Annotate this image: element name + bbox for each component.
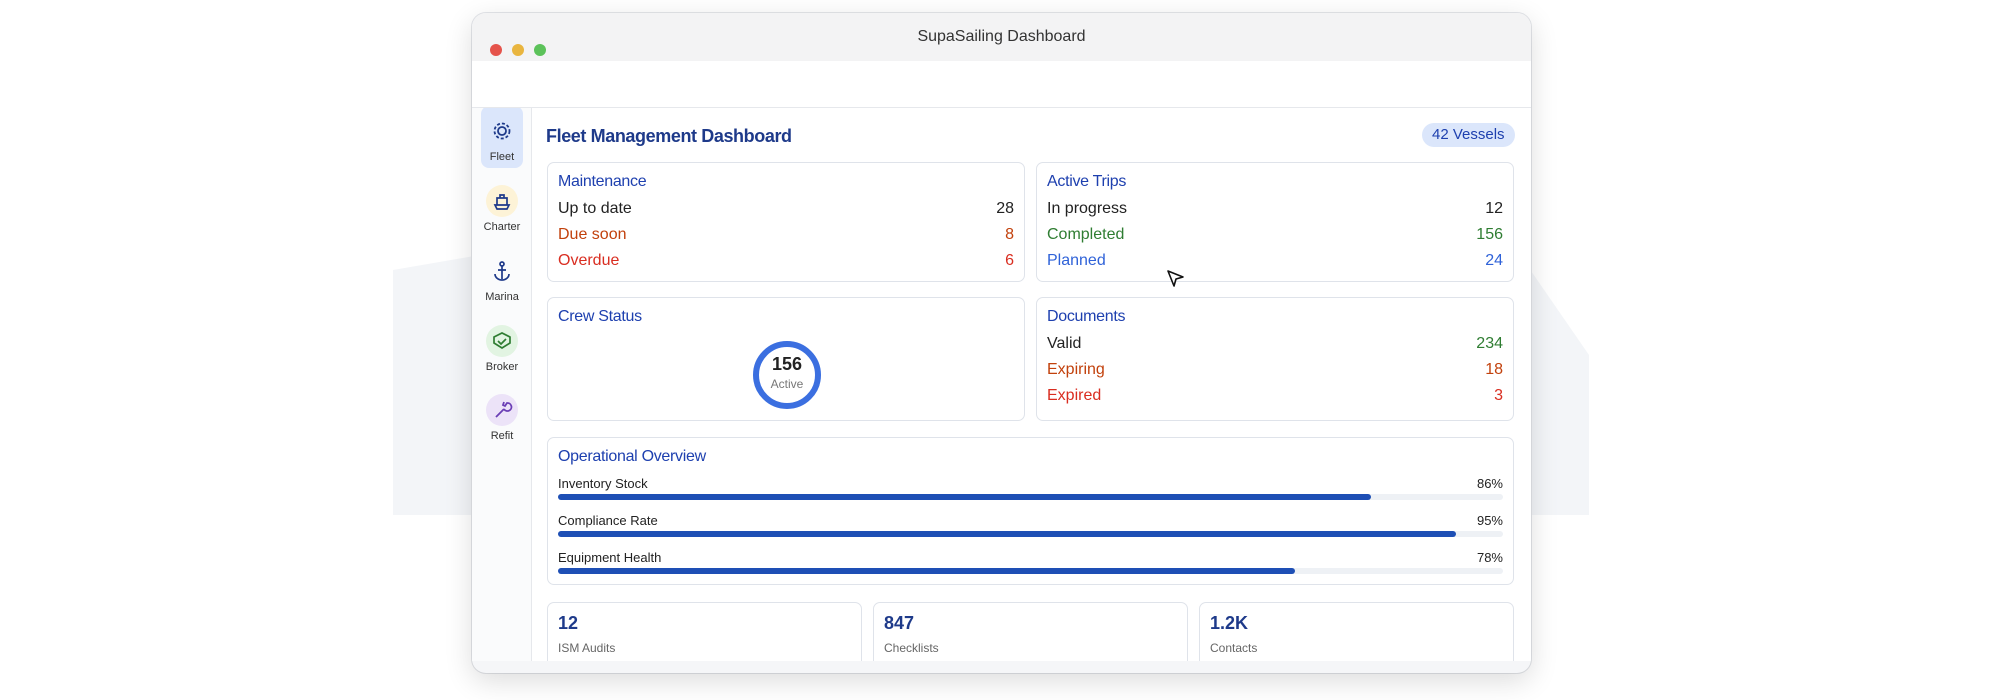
bar-track: [558, 568, 1503, 574]
close-button[interactable]: [490, 44, 502, 56]
stat-label: Contacts: [1210, 641, 1258, 655]
stat-row: Completed 156: [1047, 226, 1503, 248]
stat-row: Planned 24: [1047, 252, 1503, 274]
content: Fleet Charter Marina Broker Refit Fleet Mana…: [472, 108, 1531, 661]
stat-value: 12: [558, 613, 579, 633]
row-value: 28: [996, 200, 1014, 217]
stat-value: 1.2K: [1210, 613, 1249, 633]
minimize-button[interactable]: [512, 44, 524, 56]
nav-label: Refit: [490, 430, 514, 442]
row-label: Up to date: [558, 200, 632, 217]
stat-row: Up to date 28: [558, 200, 1014, 222]
bar-fill: [558, 568, 1296, 574]
stat-label: Checklists: [884, 641, 939, 655]
nav-icon: [486, 255, 518, 287]
crew-count: 156: [772, 354, 802, 374]
card-title: Active Trips: [1047, 173, 1127, 190]
crew-donut: 156 Active: [753, 341, 821, 409]
bar-track: [558, 531, 1503, 537]
stat-row: Expired 3: [1047, 387, 1503, 409]
bar-label: Inventory Stock: [558, 476, 648, 491]
stat-row: Overdue 6: [558, 252, 1014, 274]
stat-card: 12 ISM Audits: [547, 602, 862, 661]
row-label: Expired: [1047, 387, 1102, 404]
card-title: Documents: [1047, 308, 1126, 325]
maintenance-card: Maintenance Up to date 28 Due soon 8 Overdue 6: [547, 162, 1025, 282]
bar-fill: [558, 494, 1371, 500]
row-value: 12: [1485, 200, 1503, 217]
nav-item[interactable]: Fleet: [481, 108, 523, 168]
stat-card: 1.2K Contacts: [1199, 602, 1514, 661]
nav-icon: [486, 325, 518, 357]
row-label: Completed: [1047, 226, 1125, 243]
stat-label: ISM Audits: [558, 641, 616, 655]
app-window: SupaSailing Dashboard Fleet Charter Marina…: [472, 13, 1531, 673]
nav-item[interactable]: Broker: [481, 316, 523, 378]
stat-row: In progress 12: [1047, 200, 1503, 222]
row-label: In progress: [1047, 200, 1128, 217]
operational-overview-card: Operational Overview Inventory Stock 86% C…: [547, 437, 1514, 585]
row-value: 156: [1476, 226, 1503, 243]
nav-label: Broker: [485, 361, 519, 373]
bar-value: 86%: [1476, 476, 1503, 491]
row-value: 8: [1005, 226, 1014, 243]
row-label: Expiring: [1047, 361, 1105, 378]
nav-icon: [486, 394, 518, 426]
stat-card: 847 Checklists: [873, 602, 1188, 661]
active-trips-card: Active Trips In progress 12 Completed 156 Pla…: [1036, 162, 1514, 282]
row-label: Overdue: [558, 252, 620, 269]
crew-label: Active: [771, 377, 804, 391]
bar-value: 95%: [1476, 513, 1503, 528]
card-title: Crew Status: [558, 308, 642, 325]
bar-value: 78%: [1476, 550, 1503, 565]
row-label: Due soon: [558, 226, 627, 243]
row-value: 234: [1476, 335, 1503, 352]
card-title: Operational Overview: [558, 448, 706, 465]
row-label: Planned: [1047, 252, 1106, 269]
stat-row: Expiring 18: [1047, 361, 1503, 383]
vessel-badge: 42 Vessels: [1422, 123, 1515, 147]
maximize-button[interactable]: [534, 44, 546, 56]
row-value: 24: [1485, 252, 1503, 269]
mouse-cursor: [1167, 270, 1184, 287]
stat-row: Due soon 8: [558, 226, 1014, 248]
bar-fill: [558, 531, 1456, 537]
crew-status-card: Crew Status 156 Active: [547, 297, 1025, 421]
title-bar: SupaSailing Dashboard: [472, 13, 1531, 61]
row-value: 3: [1494, 387, 1503, 404]
row-value: 6: [1005, 252, 1014, 269]
nav-item[interactable]: Refit: [481, 385, 523, 447]
dashboard-title: Fleet Management Dashboard: [546, 126, 792, 146]
sidebar: Fleet Charter Marina Broker Refit: [472, 108, 532, 661]
bar-track: [558, 494, 1503, 500]
window-title: SupaSailing Dashboard: [917, 28, 1086, 45]
card-title: Maintenance: [558, 173, 647, 190]
nav-item[interactable]: Charter: [481, 176, 523, 238]
stat-value: 847: [884, 613, 915, 633]
nav-label: Marina: [485, 291, 519, 303]
bar-label: Compliance Rate: [558, 513, 658, 528]
stat-row: Valid 234: [1047, 335, 1503, 357]
nav-icon: [486, 115, 518, 147]
nav-label: Charter: [483, 221, 521, 233]
toolbar: [472, 61, 1531, 108]
nav-label: Fleet: [489, 151, 515, 163]
nav-item[interactable]: Marina: [481, 246, 523, 308]
row-value: 18: [1485, 361, 1503, 378]
nav-icon: [486, 185, 518, 217]
bar-label: Equipment Health: [558, 550, 662, 565]
documents-card: Documents Valid 234 Expiring 18 Expired 3: [1036, 297, 1514, 421]
row-label: Valid: [1047, 335, 1082, 352]
